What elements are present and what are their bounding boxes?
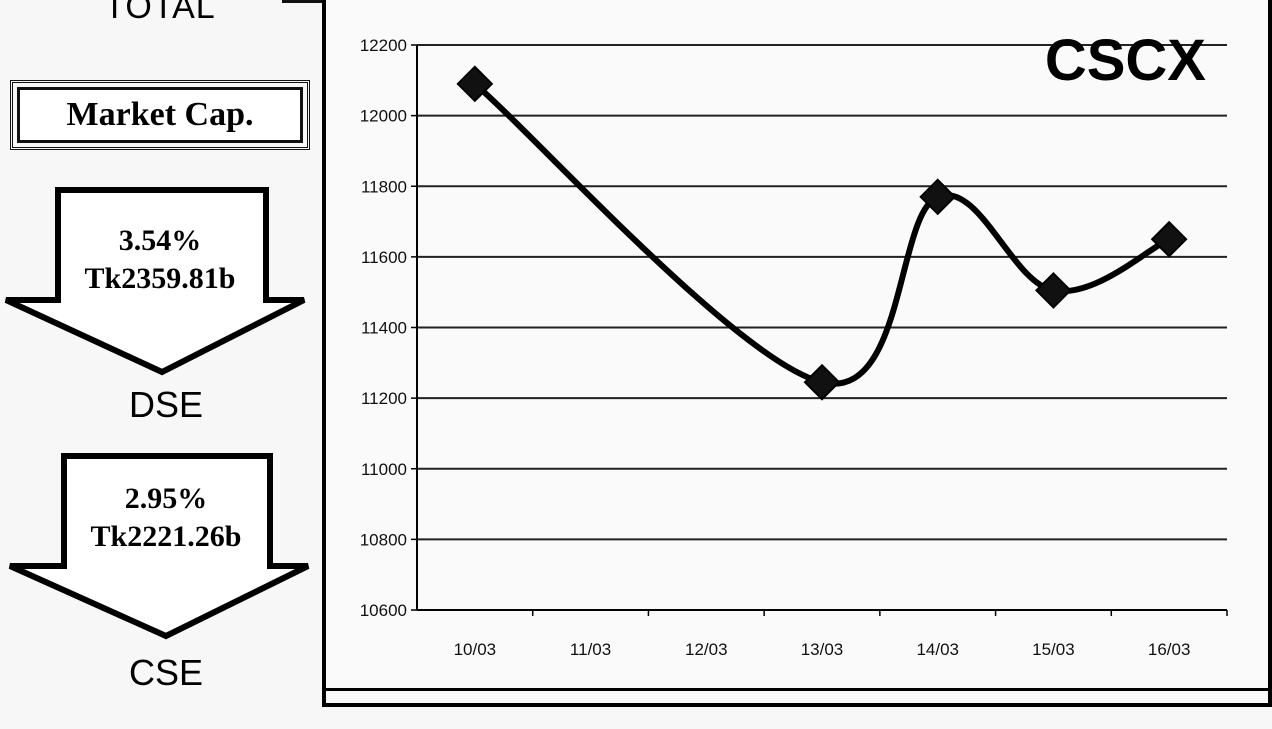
axes [411, 44, 1228, 616]
data-markers [456, 65, 1188, 401]
series-line [471, 80, 1173, 387]
total-label: TOTAL [104, 0, 216, 26]
dse-stats: 3.54% Tk2359.81b [62, 222, 258, 298]
dse-down-arrow-icon [4, 187, 306, 376]
y-tick-labels: 10600 10800 11000 11200 11400 11600 11800 12000… [360, 36, 407, 620]
gridlines [417, 44, 1227, 541]
chart-title: CSCX [1045, 28, 1206, 93]
x-tick-label: 10/03 [454, 640, 497, 659]
y-tick-label: 11200 [361, 389, 407, 408]
cse-value: Tk2221.26b [90, 520, 242, 553]
x-tick-label: 11/03 [570, 640, 611, 659]
dse-label: DSE [128, 384, 204, 425]
x-tick-label: 12/03 [685, 640, 728, 659]
y-tick-label: 11600 [361, 248, 407, 267]
chart-frame [322, 0, 1272, 707]
cscx-line-chart: 10600 10800 11000 11200 11400 11600 11800 12000… [360, 28, 1228, 659]
x-tick-label: 16/03 [1148, 640, 1191, 659]
cse-down-arrow-icon [8, 453, 310, 640]
connector-line [282, 0, 332, 3]
cse-stats: 2.95% Tk2221.26b [68, 480, 264, 556]
y-tick-label: 10800 [360, 530, 407, 549]
data-point-marker [1150, 220, 1188, 258]
y-tick-label: 12000 [360, 107, 407, 126]
x-tick-label: 15/03 [1032, 640, 1075, 659]
dse-value: Tk2359.81b [84, 262, 236, 295]
data-point-marker [803, 363, 841, 401]
y-tick-label: 11000 [361, 460, 407, 479]
x-tick-label: 13/03 [801, 640, 844, 659]
cse-label: CSE [128, 652, 204, 693]
cse-percent: 2.95% [124, 482, 208, 515]
market-cap-label: Market Cap. [17, 87, 303, 143]
market-cap-box: Market Cap. [10, 80, 310, 150]
y-tick-label: 11800 [361, 177, 407, 196]
y-tick-label: 12200 [360, 36, 407, 55]
data-point-marker [456, 65, 494, 103]
x-tick-labels: 10/03 11/03 12/03 13/03 14/03 15/03 16/03 [454, 640, 1191, 659]
x-tick-label: 14/03 [916, 640, 959, 659]
chart-bottom-rule [322, 688, 1272, 691]
y-tick-label: 11400 [361, 319, 407, 338]
data-point-marker [919, 178, 957, 216]
data-point-marker [1035, 272, 1072, 309]
dse-percent: 3.54% [118, 224, 202, 257]
y-tick-label: 10600 [360, 601, 407, 620]
